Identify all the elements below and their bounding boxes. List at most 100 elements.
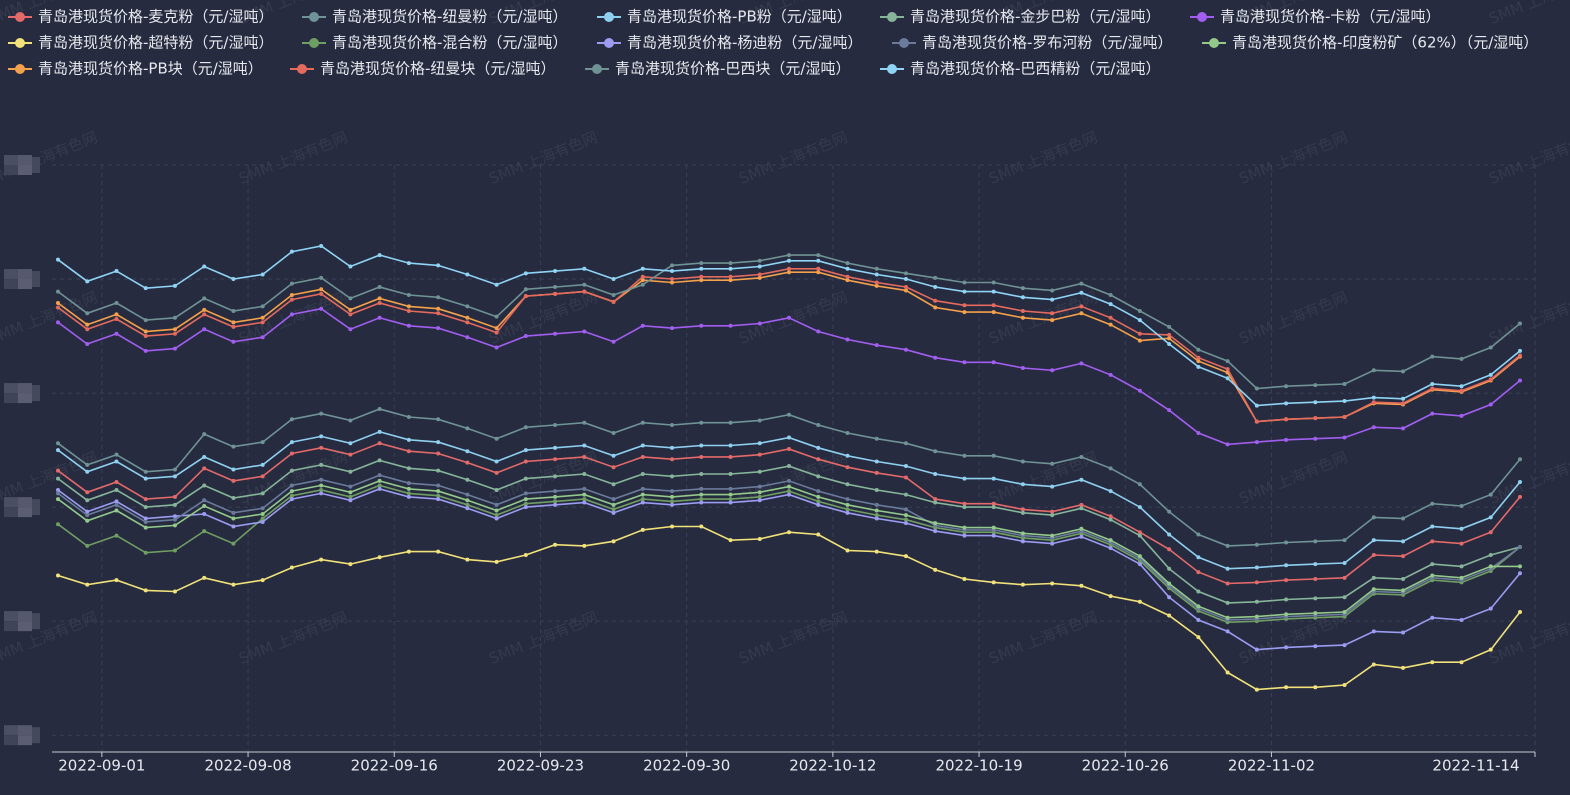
data-point	[1167, 342, 1172, 347]
data-point	[85, 311, 90, 316]
data-point	[1518, 480, 1522, 485]
data-point	[231, 320, 236, 325]
data-point	[85, 543, 90, 548]
data-point	[1254, 614, 1259, 619]
data-point	[1518, 494, 1522, 499]
data-point	[260, 491, 265, 496]
data-point	[1342, 595, 1347, 600]
blur-block	[18, 165, 32, 175]
data-point	[699, 492, 704, 497]
data-point	[787, 315, 791, 320]
data-point	[1459, 575, 1464, 580]
data-point	[1254, 687, 1259, 692]
data-point	[377, 458, 382, 463]
data-point	[757, 441, 762, 446]
data-point	[874, 508, 879, 513]
data-point	[933, 500, 938, 505]
data-point	[1401, 401, 1406, 406]
data-point	[1313, 576, 1318, 581]
blurred-tick-label	[4, 611, 40, 632]
data-point	[933, 355, 938, 360]
data-point	[816, 502, 821, 507]
data-point	[728, 323, 733, 328]
data-point	[787, 446, 791, 451]
data-point	[1254, 565, 1259, 570]
data-point	[465, 426, 470, 431]
data-point	[611, 299, 616, 304]
legend-label: 青岛港现货价格-超特粉（元/湿吨）	[38, 34, 273, 52]
data-point	[231, 510, 236, 515]
data-point	[436, 489, 441, 494]
data-point	[1488, 515, 1493, 520]
x-tick-label: 2022-09-23	[497, 757, 584, 775]
data-point	[1430, 386, 1435, 391]
data-point	[874, 549, 879, 554]
data-point	[553, 499, 558, 504]
blur-block	[4, 393, 18, 404]
data-point	[962, 280, 967, 285]
data-point	[1401, 396, 1406, 401]
x-tick-label: 2022-11-14	[1432, 757, 1519, 775]
data-point	[465, 304, 470, 309]
data-point	[1459, 618, 1464, 623]
data-point	[787, 484, 791, 489]
data-point	[494, 516, 499, 521]
data-point	[582, 486, 587, 491]
data-point	[114, 331, 119, 336]
legend-marker	[604, 12, 614, 22]
blur-block	[18, 269, 32, 280]
data-point	[348, 327, 353, 332]
data-point	[231, 277, 236, 282]
data-point	[582, 543, 587, 548]
data-point	[1371, 400, 1376, 405]
data-point	[582, 472, 587, 477]
data-point	[553, 291, 558, 296]
data-point	[640, 472, 645, 477]
data-point	[56, 448, 60, 453]
data-point	[1108, 546, 1113, 551]
data-point	[494, 330, 499, 335]
data-point	[319, 483, 324, 488]
data-point	[465, 272, 470, 277]
data-point	[582, 492, 587, 497]
data-point	[260, 304, 265, 309]
data-point	[143, 334, 148, 339]
blur-block	[18, 497, 32, 508]
data-point	[670, 445, 675, 450]
data-point	[319, 462, 324, 467]
data-point	[1196, 355, 1201, 360]
data-point	[377, 253, 382, 258]
data-point	[172, 467, 177, 472]
data-point	[406, 293, 411, 298]
data-point	[670, 474, 675, 479]
data-point	[1108, 302, 1113, 307]
data-point	[1284, 401, 1289, 406]
data-point	[494, 436, 499, 441]
data-point	[991, 525, 996, 530]
data-point	[1254, 403, 1259, 408]
data-point	[1108, 594, 1113, 599]
data-point	[260, 320, 265, 325]
data-point	[523, 497, 528, 502]
data-point	[1196, 570, 1201, 575]
data-point	[582, 289, 587, 294]
data-point	[903, 517, 908, 522]
data-point	[699, 278, 704, 283]
data-point	[670, 277, 675, 282]
data-point	[1313, 611, 1318, 616]
data-point	[1430, 660, 1435, 665]
data-point	[787, 478, 791, 483]
data-point	[1137, 530, 1142, 535]
legend-marker	[309, 12, 319, 22]
data-point	[1196, 359, 1201, 364]
blur-block	[32, 385, 40, 402]
data-point	[465, 557, 470, 562]
data-point	[1020, 510, 1025, 515]
data-point	[1401, 426, 1406, 431]
data-point	[933, 472, 938, 477]
legend-item: 青岛港现货价格-纽曼粉（元/湿吨）	[302, 8, 567, 26]
data-point	[845, 497, 850, 502]
data-point	[465, 335, 470, 340]
data-point	[1459, 384, 1464, 389]
